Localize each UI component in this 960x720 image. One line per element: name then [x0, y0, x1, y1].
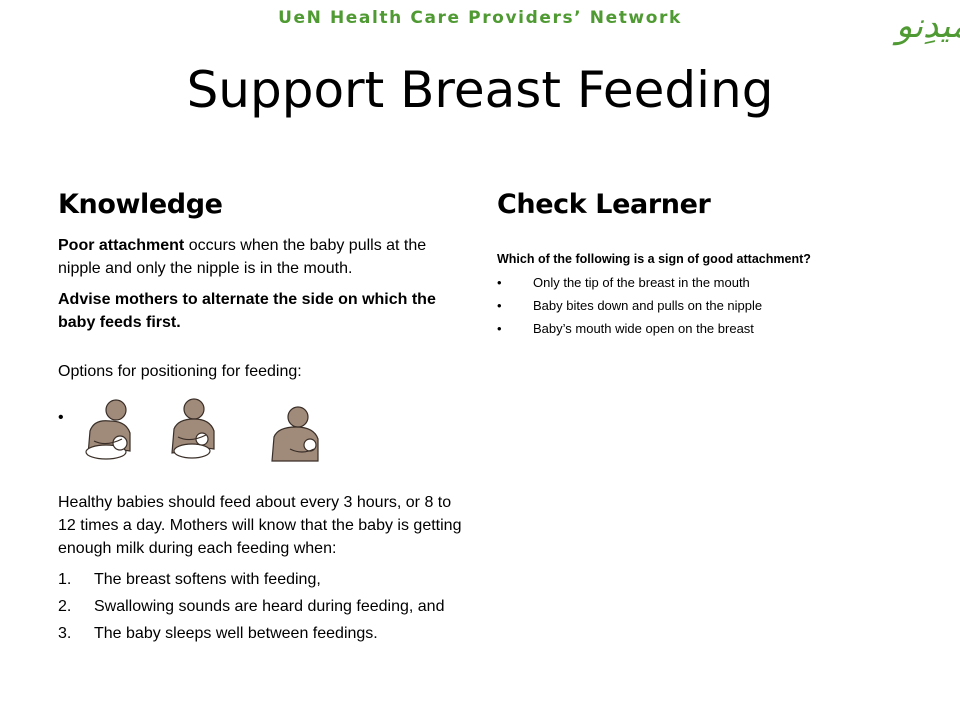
- network-name: UeN Health Care Providers’ Network: [278, 8, 682, 28]
- feeding-criteria-list: 1. The breast softens with feeding, 2. Sw…: [58, 568, 468, 645]
- list-item-text: The baby sleeps well between feedings.: [94, 625, 378, 642]
- knowledge-column: Knowledge Poor attachment occurs when th…: [58, 188, 468, 649]
- answer-option: • Only the tip of the breast in the mouth: [497, 274, 917, 292]
- healthy-feeding-paragraph: Healthy babies should feed about every 3…: [58, 494, 462, 557]
- answer-option-text: Baby bites down and pulls on the nipple: [533, 298, 763, 313]
- answer-option-text: Baby’s mouth wide open on the breast: [533, 321, 754, 336]
- option-bullet: •: [497, 321, 502, 336]
- list-item-text: Swallowing sounds are heard during feedi…: [94, 598, 445, 615]
- poor-attachment-text: occurs when the baby pulls at the nipple…: [58, 237, 427, 277]
- check-learner-column: Check Learner Which of the following is …: [497, 188, 917, 343]
- list-item-text: The breast softens with feeding,: [94, 571, 321, 588]
- list-item-number: 2.: [58, 598, 72, 615]
- list-item: 3. The baby sleeps well between feedings.: [58, 622, 468, 645]
- option-bullet: •: [497, 298, 502, 313]
- advise-text: Advise mothers to alternate the side on …: [58, 291, 436, 331]
- list-item: 2. Swallowing sounds are heard during fe…: [58, 595, 468, 618]
- option-bullet: •: [497, 275, 502, 290]
- options-intro: Options for positioning for feeding:: [58, 363, 302, 380]
- knowledge-heading: Knowledge: [58, 189, 223, 220]
- poor-attachment-paragraph: Poor attachment occurs when the baby pul…: [58, 234, 468, 280]
- answer-option: • Baby bites down and pulls on the nipple: [497, 297, 917, 315]
- mother-side-hold-icon: [271, 406, 319, 462]
- answer-option-text: Only the tip of the breast in the mouth: [533, 275, 750, 290]
- mother-cross-cradle-hold-icon: [171, 398, 215, 459]
- umeed-e-nau-logo: اُمیدِنو: [896, 6, 960, 46]
- quiz-question: Which of the following is a sign of good…: [497, 252, 811, 266]
- illustration-bullet: •: [58, 409, 64, 426]
- list-item-number: 3.: [58, 625, 72, 642]
- answer-option: • Baby’s mouth wide open on the breast: [497, 320, 917, 338]
- check-learner-heading: Check Learner: [497, 189, 711, 220]
- positioning-illustrations: •: [58, 391, 468, 491]
- list-item-number: 1.: [58, 571, 72, 588]
- page-title: Support Breast Feeding: [186, 61, 774, 119]
- advise-paragraph: Advise mothers to alternate the side on …: [58, 288, 468, 334]
- mother-cradle-hold-icon: [85, 399, 131, 460]
- poor-attachment-term: Poor attachment: [58, 237, 185, 254]
- list-item: 1. The breast softens with feeding,: [58, 568, 468, 591]
- answer-options-list: • Only the tip of the breast in the mouth…: [497, 274, 917, 338]
